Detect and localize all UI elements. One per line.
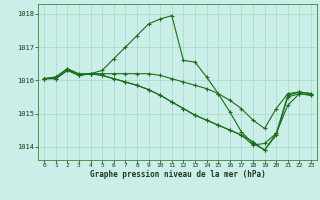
X-axis label: Graphe pression niveau de la mer (hPa): Graphe pression niveau de la mer (hPa) <box>90 170 266 179</box>
